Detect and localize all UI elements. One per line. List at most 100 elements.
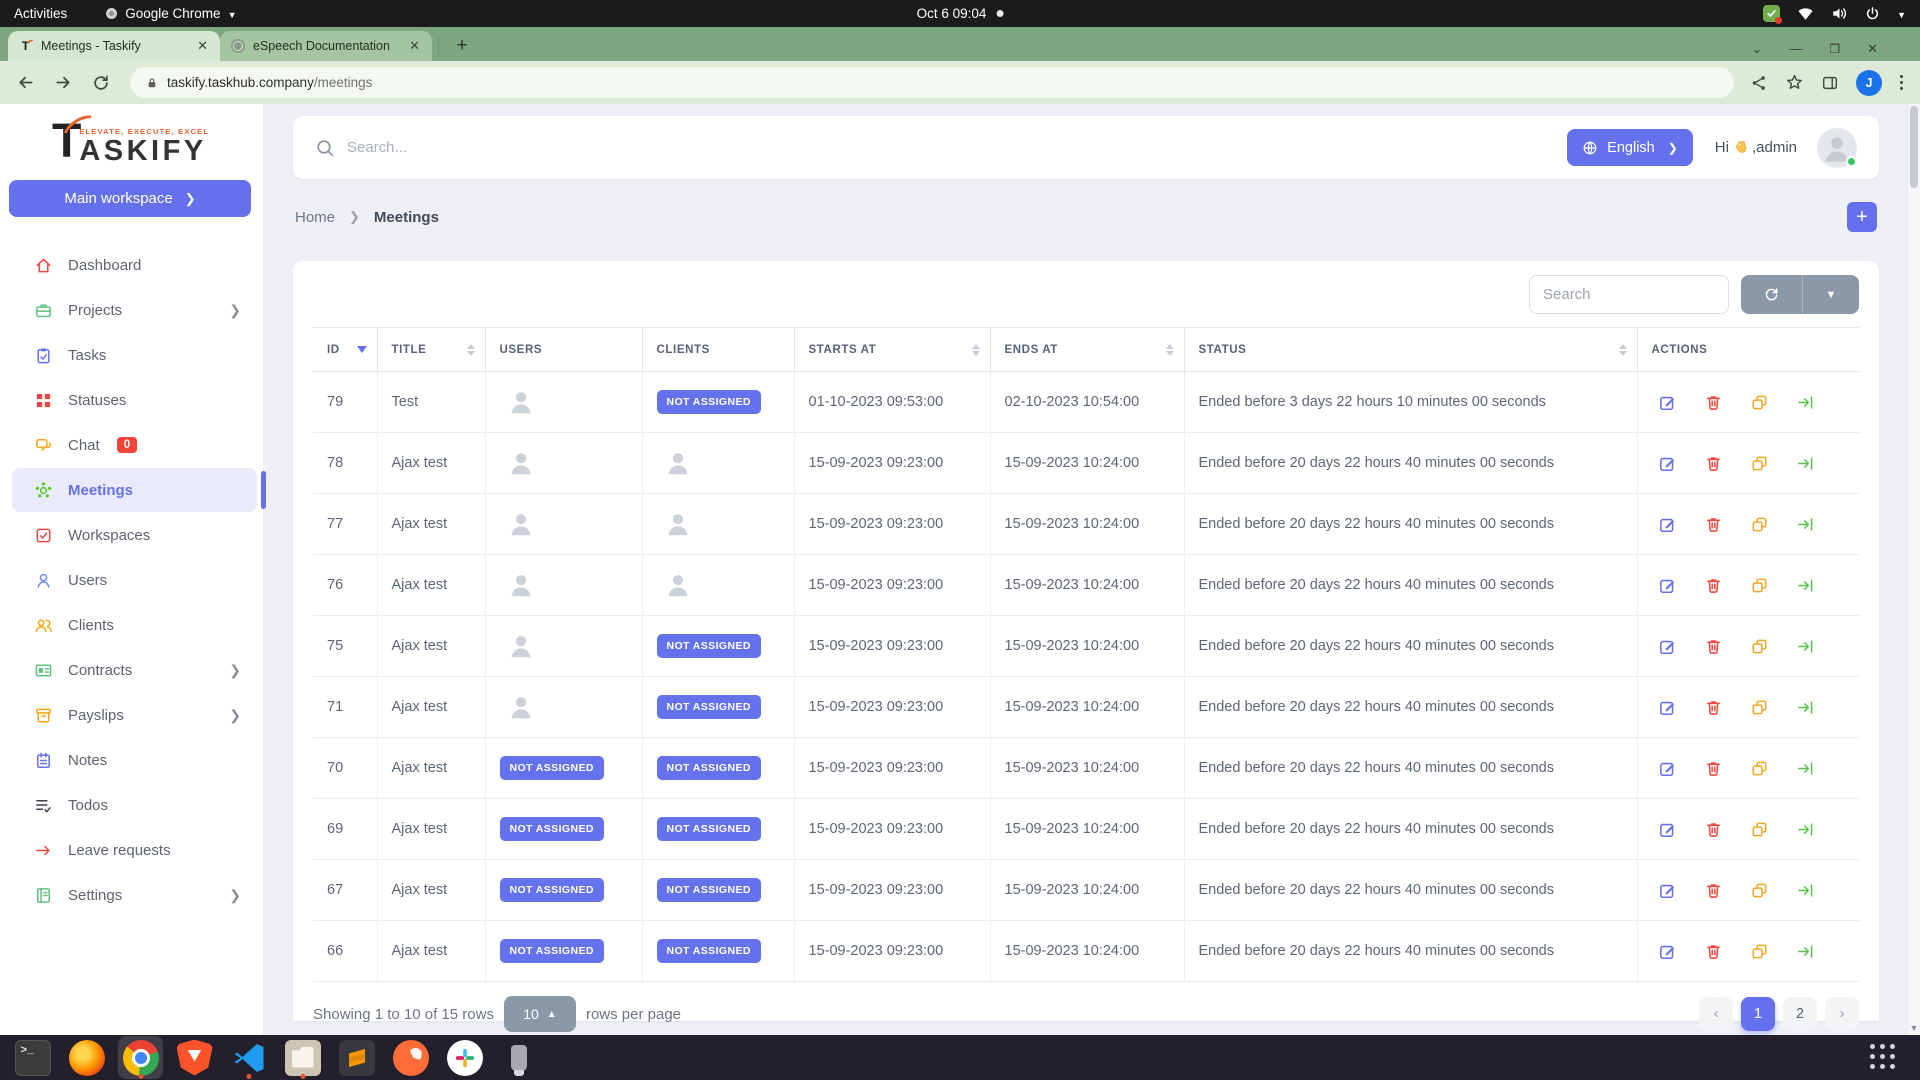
sidebar-item-dashboard[interactable]: Dashboard xyxy=(12,243,257,287)
duplicate-button[interactable] xyxy=(1750,942,1769,961)
delete-button[interactable] xyxy=(1704,698,1723,717)
duplicate-button[interactable] xyxy=(1750,759,1769,778)
add-meeting-button[interactable]: + xyxy=(1847,202,1877,232)
browser-menu-icon[interactable] xyxy=(1899,74,1904,91)
column-header-status[interactable]: STATUS xyxy=(1184,327,1638,372)
page-button-2[interactable]: 2 xyxy=(1783,997,1817,1031)
breadcrumb-home[interactable]: Home xyxy=(295,208,336,226)
page-size-select[interactable]: 10 ▲ xyxy=(503,996,576,1032)
taskify-logo[interactable]: T ELEVATE, EXECUTE, EXCEL ASKIFY xyxy=(0,104,263,166)
dock-item-postman[interactable] xyxy=(388,1036,433,1079)
delete-button[interactable] xyxy=(1704,576,1723,595)
language-button[interactable]: English ❯ xyxy=(1567,129,1693,166)
duplicate-button[interactable] xyxy=(1750,576,1769,595)
open-button[interactable] xyxy=(1796,942,1815,961)
duplicate-button[interactable] xyxy=(1750,454,1769,473)
sidebar-item-tasks[interactable]: Tasks xyxy=(12,333,257,377)
column-header-id[interactable]: ID xyxy=(313,327,378,372)
restore-button[interactable]: ❐ xyxy=(1829,41,1841,56)
open-button[interactable] xyxy=(1796,576,1815,595)
duplicate-button[interactable] xyxy=(1750,881,1769,900)
duplicate-button[interactable] xyxy=(1750,820,1769,839)
next-page-button[interactable]: › xyxy=(1825,997,1859,1031)
tab-close-icon[interactable]: ✕ xyxy=(197,38,208,53)
forward-button[interactable] xyxy=(54,73,76,92)
page-button-1[interactable]: 1 xyxy=(1741,997,1775,1031)
bookmark-star-icon[interactable] xyxy=(1785,73,1804,92)
activities-button[interactable]: Activities xyxy=(14,6,68,21)
delete-button[interactable] xyxy=(1704,881,1723,900)
column-header-ends-at[interactable]: ENDS AT xyxy=(990,327,1185,372)
minimize-button[interactable]: — xyxy=(1789,41,1803,56)
close-button[interactable]: ✕ xyxy=(1867,41,1878,56)
browser-profile-avatar[interactable]: J xyxy=(1856,69,1882,96)
delete-button[interactable] xyxy=(1704,454,1723,473)
app-menu-button[interactable]: Google Chrome ▼ xyxy=(105,6,237,21)
sidebar-item-clients[interactable]: Clients xyxy=(12,603,257,647)
duplicate-button[interactable] xyxy=(1750,698,1769,717)
dock-item-slack[interactable] xyxy=(442,1036,487,1079)
sidebar-item-contracts[interactable]: Contracts ❯ xyxy=(12,648,257,692)
sidebar-item-projects[interactable]: Projects ❯ xyxy=(12,288,257,332)
tab-search-caret-icon[interactable]: ⌄ xyxy=(1751,41,1763,56)
delete-button[interactable] xyxy=(1704,820,1723,839)
edit-button[interactable] xyxy=(1658,698,1677,717)
edit-button[interactable] xyxy=(1658,637,1677,656)
delete-button[interactable] xyxy=(1704,393,1723,412)
column-header-title[interactable]: TITLE xyxy=(377,327,486,372)
delete-button[interactable] xyxy=(1704,759,1723,778)
open-button[interactable] xyxy=(1796,820,1815,839)
new-tab-button[interactable]: + xyxy=(456,35,468,56)
dock-item-firefox[interactable] xyxy=(64,1036,109,1079)
dock-item-vscode[interactable] xyxy=(226,1036,271,1079)
column-header-clients[interactable]: CLIENTS xyxy=(642,327,795,372)
side-panel-icon[interactable] xyxy=(1821,74,1839,92)
columns-dropdown-button[interactable]: ▼ xyxy=(1803,275,1859,314)
edit-button[interactable] xyxy=(1658,942,1677,961)
edit-button[interactable] xyxy=(1658,576,1677,595)
page-scrollbar[interactable]: ▼ xyxy=(1907,104,1920,1035)
duplicate-button[interactable] xyxy=(1750,515,1769,534)
sidebar-item-chat[interactable]: Chat 0 xyxy=(12,423,257,467)
open-button[interactable] xyxy=(1796,454,1815,473)
user-avatar[interactable] xyxy=(1817,127,1857,168)
sidebar-item-users[interactable]: Users xyxy=(12,558,257,602)
sidebar-item-notes[interactable]: Notes xyxy=(12,738,257,782)
dock-item-files[interactable] xyxy=(280,1036,325,1079)
scrollbar-thumb[interactable] xyxy=(1910,106,1918,188)
prev-page-button[interactable]: ‹ xyxy=(1699,997,1733,1031)
browser-tab-meetings-taskify[interactable]: T Meetings - Taskify ✕ xyxy=(8,31,220,61)
open-button[interactable] xyxy=(1796,515,1815,534)
table-search-input[interactable] xyxy=(1529,275,1729,314)
dock-item-usb[interactable] xyxy=(496,1036,541,1079)
column-header-users[interactable]: USERS xyxy=(485,327,643,372)
delete-button[interactable] xyxy=(1704,515,1723,534)
sidebar-item-payslips[interactable]: Payslips ❯ xyxy=(12,693,257,737)
dock-item-terminal[interactable]: >_ xyxy=(10,1036,55,1079)
sidebar-item-settings[interactable]: Settings ❯ xyxy=(12,873,257,917)
sidebar-item-leave-requests[interactable]: Leave requests xyxy=(12,828,257,872)
main-workspace-button[interactable]: Main workspace ❯ xyxy=(9,180,251,218)
column-header-actions[interactable]: ACTIONS xyxy=(1637,327,1859,372)
edit-button[interactable] xyxy=(1658,515,1677,534)
edit-button[interactable] xyxy=(1658,454,1677,473)
scrollbar-down-arrow[interactable]: ▼ xyxy=(1909,1023,1919,1033)
share-icon[interactable] xyxy=(1750,74,1768,92)
sidebar-item-todos[interactable]: Todos xyxy=(12,783,257,827)
url-bar[interactable]: taskify.taskhub.company/meetings xyxy=(130,67,1734,98)
edit-button[interactable] xyxy=(1658,759,1677,778)
open-button[interactable] xyxy=(1796,698,1815,717)
system-tray[interactable]: ▼ xyxy=(1763,5,1906,24)
dock-item-chrome[interactable] xyxy=(118,1036,163,1079)
open-button[interactable] xyxy=(1796,393,1815,412)
duplicate-button[interactable] xyxy=(1750,393,1769,412)
duplicate-button[interactable] xyxy=(1750,637,1769,656)
dock-item-sublime[interactable] xyxy=(334,1036,379,1079)
delete-button[interactable] xyxy=(1704,637,1723,656)
edit-button[interactable] xyxy=(1658,881,1677,900)
dock-item-brave[interactable] xyxy=(172,1036,217,1079)
edit-button[interactable] xyxy=(1658,393,1677,412)
app-launcher-button[interactable] xyxy=(1870,1044,1897,1071)
delete-button[interactable] xyxy=(1704,942,1723,961)
back-button[interactable] xyxy=(16,73,38,92)
